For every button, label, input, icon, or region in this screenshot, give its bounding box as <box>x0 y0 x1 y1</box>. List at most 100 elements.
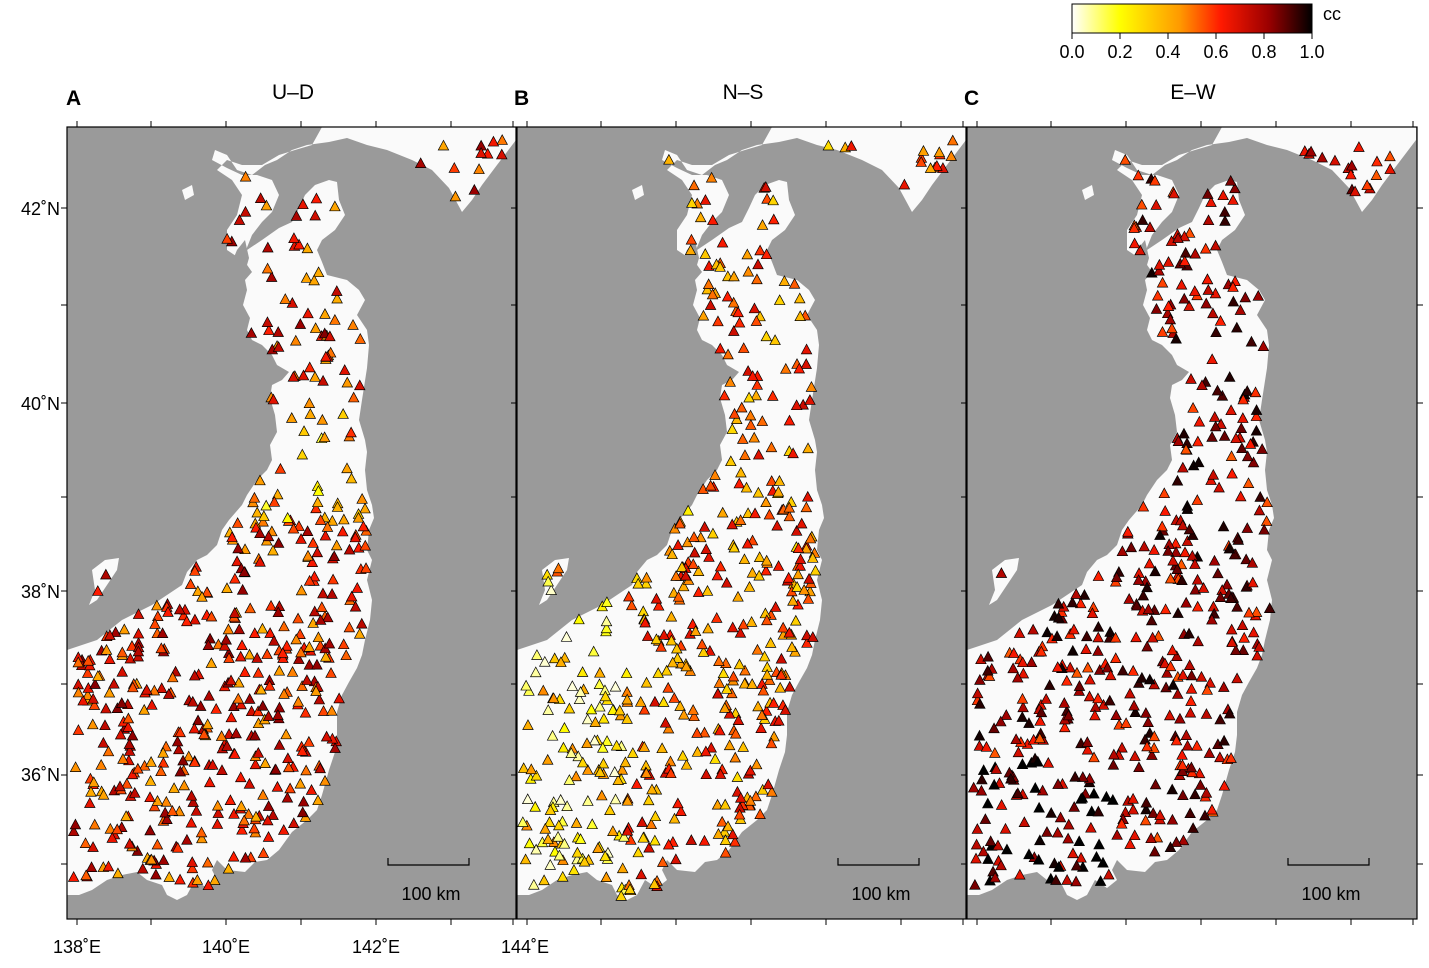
station-marker <box>1150 199 1162 210</box>
station-marker <box>104 629 116 640</box>
station-marker <box>730 413 743 425</box>
station-marker <box>705 741 718 753</box>
station-marker <box>222 623 235 635</box>
station-marker <box>773 714 785 726</box>
station-marker <box>681 536 694 548</box>
station-marker <box>312 631 325 643</box>
station-marker <box>945 150 958 161</box>
station-marker <box>529 666 542 678</box>
station-marker <box>1207 307 1219 319</box>
station-marker <box>1164 841 1177 853</box>
station-marker <box>1082 661 1094 673</box>
station-marker <box>303 735 315 747</box>
station-marker <box>662 722 675 734</box>
station-marker <box>310 192 323 204</box>
station-marker <box>762 778 775 790</box>
station-marker <box>1263 602 1276 614</box>
station-marker <box>284 782 296 794</box>
station-marker <box>1092 631 1105 643</box>
station-marker <box>296 806 309 818</box>
station-marker <box>162 688 175 699</box>
station-marker <box>756 219 769 230</box>
station-marker <box>1209 239 1222 251</box>
station-marker <box>1067 644 1079 656</box>
station-marker <box>1236 442 1248 454</box>
station-marker <box>1140 707 1152 718</box>
station-marker <box>1139 733 1151 745</box>
station-marker <box>448 162 461 173</box>
station-marker <box>1054 811 1067 823</box>
station-marker <box>728 270 740 282</box>
station-marker <box>1245 335 1258 347</box>
station-marker <box>152 610 164 622</box>
station-marker <box>288 232 300 243</box>
station-marker <box>600 622 613 634</box>
station-marker <box>1177 789 1189 800</box>
station-marker <box>329 313 341 325</box>
station-marker <box>1231 600 1243 612</box>
station-marker <box>321 521 334 532</box>
station-marker <box>144 791 156 803</box>
station-marker <box>151 838 164 850</box>
station-marker <box>760 704 773 716</box>
station-marker <box>1213 481 1225 493</box>
station-marker <box>804 394 816 405</box>
station-marker <box>1130 631 1142 643</box>
station-marker <box>87 841 99 852</box>
station-marker <box>1224 174 1237 186</box>
station-marker <box>126 768 139 780</box>
station-marker <box>745 616 758 627</box>
station-marker <box>1144 221 1156 233</box>
station-marker <box>1176 519 1189 531</box>
station-marker <box>800 501 813 513</box>
station-marker <box>946 134 959 146</box>
station-marker <box>208 874 221 885</box>
oshima-island <box>182 185 194 200</box>
station-marker <box>639 616 651 628</box>
station-marker <box>250 521 262 533</box>
station-marker <box>324 330 336 342</box>
station-marker <box>801 629 813 641</box>
station-marker <box>1237 644 1250 655</box>
station-marker <box>1206 431 1218 442</box>
station-marker <box>140 683 153 695</box>
station-marker <box>1080 643 1092 654</box>
station-marker <box>1151 289 1164 301</box>
station-marker <box>1111 828 1123 840</box>
station-marker <box>314 762 326 774</box>
station-marker <box>982 853 994 864</box>
station-marker <box>666 656 679 668</box>
station-marker <box>1225 450 1238 461</box>
station-marker <box>630 777 643 789</box>
station-marker <box>694 211 707 223</box>
station-marker <box>252 746 265 758</box>
scale-bar-label: 100 km <box>1301 884 1360 904</box>
station-marker <box>684 244 697 255</box>
station-marker <box>72 656 85 668</box>
station-marker <box>1092 805 1105 817</box>
station-marker <box>794 553 807 564</box>
station-marker <box>271 780 284 792</box>
station-marker <box>1052 778 1064 789</box>
station-marker <box>801 490 814 502</box>
station-marker <box>1260 515 1273 526</box>
station-marker <box>522 719 534 730</box>
station-marker <box>1034 732 1046 744</box>
station-marker <box>267 809 279 820</box>
station-marker <box>665 767 677 779</box>
station-marker <box>1097 856 1109 868</box>
station-marker <box>976 773 988 785</box>
station-marker <box>1184 807 1196 819</box>
station-marker <box>1122 525 1134 537</box>
station-marker <box>331 292 343 304</box>
station-marker <box>672 539 684 550</box>
station-marker <box>772 485 785 497</box>
station-marker <box>293 653 305 664</box>
station-marker <box>1189 583 1202 595</box>
station-marker <box>573 613 585 625</box>
station-marker <box>282 761 295 773</box>
station-marker <box>114 780 126 792</box>
station-marker <box>336 525 349 537</box>
station-marker <box>148 800 161 812</box>
station-marker <box>635 868 648 880</box>
